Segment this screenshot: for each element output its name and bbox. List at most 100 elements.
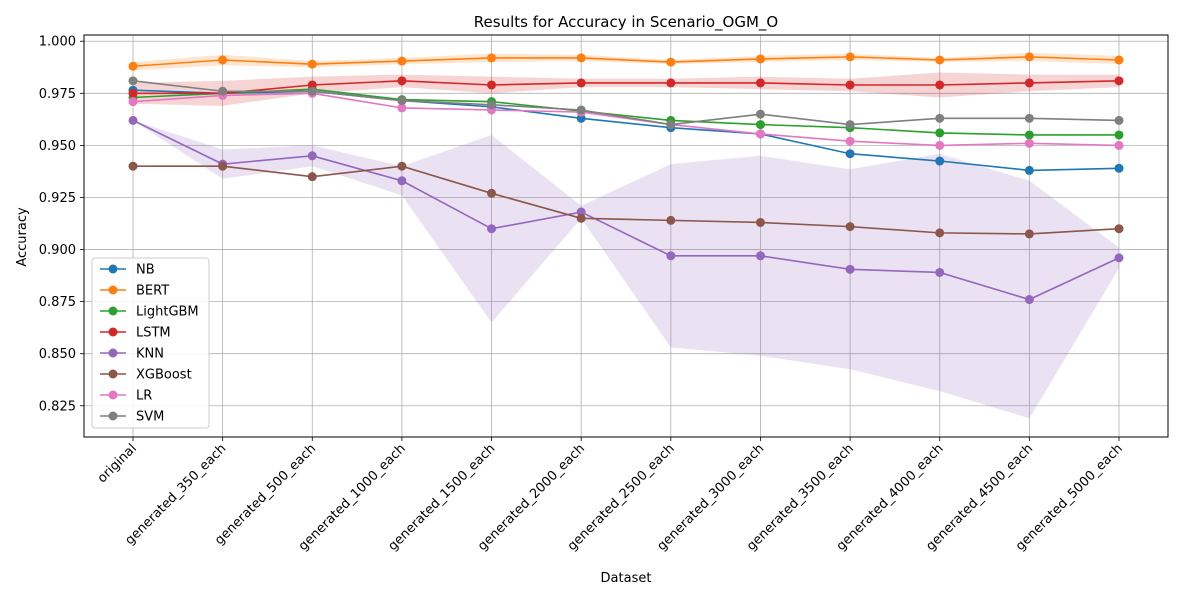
data-point-bert [755,54,765,64]
data-point-svm [128,76,138,86]
data-point-svm [1114,115,1124,125]
data-point-svm [307,86,317,96]
data-point-lr [128,97,138,107]
data-point-lr [1024,138,1034,148]
data-point-bert [845,52,855,62]
data-point-svm [666,120,676,130]
series-line-lstm [133,80,1120,95]
legend-label: NB [136,263,155,278]
band-lstm [133,72,1119,106]
data-point-nb [576,113,586,123]
legend-marker [108,327,118,337]
data-point-xgboost [1114,224,1124,234]
band-bert [133,52,1119,71]
legend-label: BERT [136,284,169,299]
data-point-knn [1024,295,1034,305]
data-point-lstm [666,78,676,88]
legend-marker [108,411,118,421]
data-point-lstm [935,80,945,90]
data-point-lstm [576,78,586,88]
data-point-nb [935,156,945,166]
data-point-xgboost [935,228,945,238]
x-tick-label: original [95,441,140,486]
data-point-knn [666,251,676,261]
series-lines [128,52,1124,305]
legend-box [91,257,210,429]
data-point-xgboost [218,161,228,171]
data-point-lstm [487,80,497,90]
data-point-lstm [397,76,407,86]
x-tick-label: generated_500_each [212,441,319,548]
data-point-xgboost [128,161,138,171]
data-point-svm [218,86,228,96]
data-point-lstm [307,80,317,90]
data-point-xgboost [845,222,855,232]
data-point-knn [397,176,407,186]
y-tick-label: 0.875 [39,295,76,310]
data-point-lightgbm [935,128,945,138]
legend-label: LSTM [136,326,171,341]
data-point-knn [128,115,138,125]
data-point-knn [1114,253,1124,263]
grid-lines [84,35,1168,437]
data-point-svm [397,96,407,106]
data-point-xgboost [307,172,317,182]
data-point-bert [307,59,317,69]
data-point-bert [1114,55,1124,65]
legend-label: SVM [136,410,164,425]
data-point-lightgbm [755,120,765,130]
band-knn [133,120,1119,419]
data-point-svm [935,113,945,123]
legend-label: LightGBM [136,305,199,320]
x-tick-label: generated_350_each [122,441,229,548]
plot-frame [83,34,1169,438]
data-point-knn [576,207,586,217]
data-point-xgboost [755,217,765,227]
data-point-bert [218,55,228,65]
data-point-lr [755,129,765,139]
data-point-bert [935,55,945,65]
legend-marker [108,369,118,379]
data-point-lr [935,140,945,150]
data-point-lstm [845,80,855,90]
data-point-svm [755,109,765,119]
data-point-xgboost [397,161,407,171]
y-tick-label: 0.975 [39,87,76,102]
series-line-svm [132,80,1120,126]
x-tick-label: generated_5000_each [1013,441,1126,554]
data-point-xgboost [576,213,586,223]
data-point-lstm [755,78,765,88]
data-point-lr [397,103,407,113]
data-point-nb [1024,165,1034,175]
data-point-bert [128,61,138,71]
series-line-xgboost [133,165,1120,235]
legend: NB BERT LightGBM LSTM KNN XGBoost LR SVM [91,257,210,429]
data-point-bert [397,56,407,66]
data-point-lstm [1114,76,1124,86]
y-tick-label: 0.900 [39,243,76,258]
data-point-lstm [1024,78,1034,88]
data-point-lr [1114,140,1124,150]
data-point-lr [845,136,855,146]
legend-marker [108,306,118,316]
y-axis-label: Accuracy [15,207,30,267]
confidence-bands [133,52,1119,419]
legend-marker [108,348,118,358]
data-point-knn [935,267,945,277]
data-point-svm [487,100,497,110]
chart-title: Results for Accuracy in Scenario_OGM_O [474,13,778,32]
series-line-lightgbm [132,88,1119,136]
y-tick-label: 1.000 [39,35,76,50]
legend-marker [108,390,118,400]
data-point-knn [487,224,497,234]
data-point-lightgbm [1024,130,1034,140]
series-line-lr [132,92,1120,147]
series-line-knn [132,119,1120,301]
data-point-svm [845,120,855,130]
data-point-knn [755,251,765,261]
y-tick-label: 0.850 [39,347,76,362]
data-point-knn [845,264,855,274]
data-point-bert [487,53,497,63]
legend-marker [108,264,118,274]
